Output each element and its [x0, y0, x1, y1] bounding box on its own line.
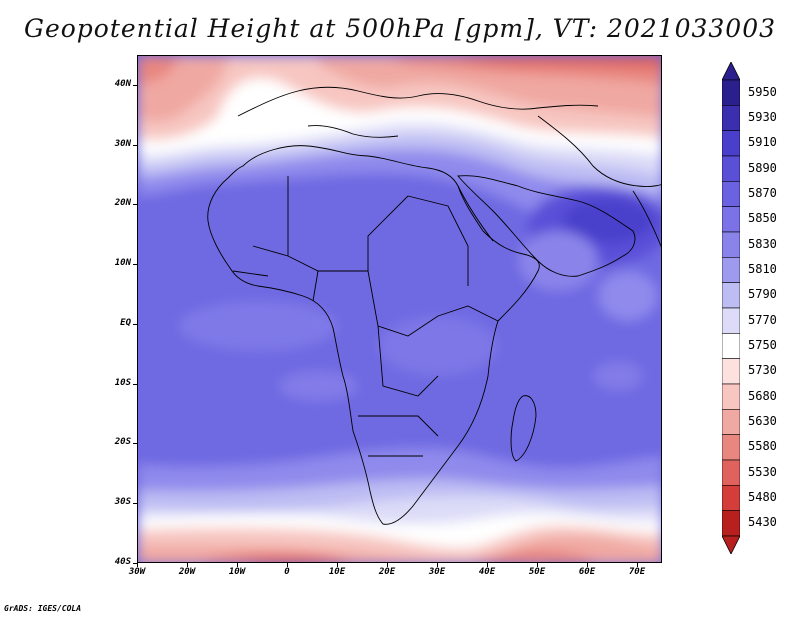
colorbar [722, 62, 740, 554]
colorbar-level-label: 5810 [748, 262, 777, 276]
colorbar-level-label: 5910 [748, 135, 777, 150]
lat-tick-mark [133, 323, 137, 325]
lon-tick-mark [237, 563, 238, 567]
lon-tick-mark [387, 563, 388, 567]
lat-tick-mark [133, 204, 137, 206]
colorbar-swatch [722, 206, 740, 233]
colorbar-level-label: 5790 [748, 287, 777, 302]
colorbar-swatch [722, 130, 740, 157]
colorbar-swatch [722, 333, 740, 359]
colorbar-level-label: 5930 [748, 110, 777, 124]
lat-tick-label: 10N [114, 258, 131, 269]
lat-tick-label: 30S [114, 497, 131, 508]
colorbar-swatch [722, 79, 740, 106]
colorbar-bottom-arrow [722, 535, 740, 554]
colorbar-level-label: 5870 [748, 186, 777, 200]
colorbar-level-label: 5850 [748, 211, 777, 226]
colorbar-level-label: 5580 [748, 439, 777, 454]
lat-tick-mark [133, 503, 137, 505]
lon-tick-label: 20W [178, 567, 196, 577]
lat-tick-label: EQ [120, 317, 131, 328]
colorbar-level-label: 5630 [748, 414, 777, 428]
colorbar-level-label: 5890 [748, 160, 777, 175]
colorbar-swatch [722, 485, 740, 511]
coastlines [207, 86, 661, 525]
colorbar-swatch [722, 231, 740, 258]
chart-title: Geopotential Height at 500hPa [gpm], VT:… [23, 14, 777, 43]
lon-tick-label: 10W [228, 567, 246, 577]
colorbar-swatch [722, 105, 740, 131]
colorbar-swatch [722, 257, 740, 283]
lon-tick-label: 10E [328, 567, 346, 577]
lat-tick-mark [133, 563, 137, 564]
lat-tick-mark [133, 443, 137, 445]
colorbar-swatch [722, 510, 740, 537]
lat-tick-mark [133, 144, 137, 146]
colorbar-swatch [722, 358, 740, 385]
colorbar-level-label: 5950 [748, 84, 777, 99]
lat-tick-label: 20S [114, 437, 131, 448]
height-field-bands [138, 56, 661, 562]
lat-tick-mark [133, 84, 137, 86]
lon-tick-mark [287, 563, 288, 567]
lat-tick-mark [133, 383, 137, 385]
colorbar-level-label: 5750 [748, 338, 777, 352]
credit-text: GrADS: IGES/COLA [4, 604, 82, 613]
lat-tick-label: 20N [114, 198, 131, 209]
lon-tick-mark [537, 563, 538, 567]
colorbar-swatch [722, 155, 740, 182]
lat-tick-label: 30N [114, 138, 131, 149]
lon-tick-label: 70E [628, 567, 646, 577]
colorbar-top-arrow [722, 62, 740, 81]
lat-tick-label: 40S [114, 557, 131, 567]
lon-tick-label: 20E [378, 567, 396, 577]
colorbar-level-label: 5680 [748, 388, 777, 403]
colorbar-level-label: 5430 [748, 515, 777, 530]
lon-tick-mark [587, 563, 588, 567]
lon-tick-label: 30E [428, 567, 446, 577]
lon-tick-mark [437, 563, 438, 567]
lon-tick-mark [487, 563, 488, 567]
colorbar-swatch [722, 409, 740, 435]
colorbar-swatch [722, 282, 740, 309]
lon-tick-mark [187, 563, 188, 567]
lon-tick-label: 40E [478, 567, 496, 577]
colorbar-swatch [722, 434, 740, 461]
lon-tick-label: 0 [284, 567, 290, 577]
lat-tick-label: 40N [114, 78, 131, 89]
colorbar-swatch [722, 383, 740, 410]
lon-tick-label: 30W [128, 567, 146, 577]
colorbar-level-label: 5830 [748, 236, 777, 251]
colorbar-swatch [722, 307, 740, 334]
lat-tick-label: 10S [114, 377, 131, 388]
lon-tick-label: 60E [578, 567, 596, 577]
lat-tick-mark [133, 264, 137, 266]
map-panel [137, 55, 662, 563]
colorbar-swatch [722, 459, 740, 486]
colorbar-level-label: 5770 [748, 312, 777, 327]
colorbar-swatch [722, 181, 740, 207]
lon-tick-mark [337, 563, 338, 567]
colorbar-level-label: 5480 [748, 490, 777, 504]
colorbar-level-label: 5530 [748, 464, 777, 479]
lon-tick-mark [637, 563, 638, 567]
colorbar-level-label: 5730 [748, 363, 777, 378]
lon-tick-mark [137, 563, 138, 567]
map-canvas [138, 56, 661, 562]
lon-tick-label: 50E [528, 567, 546, 577]
